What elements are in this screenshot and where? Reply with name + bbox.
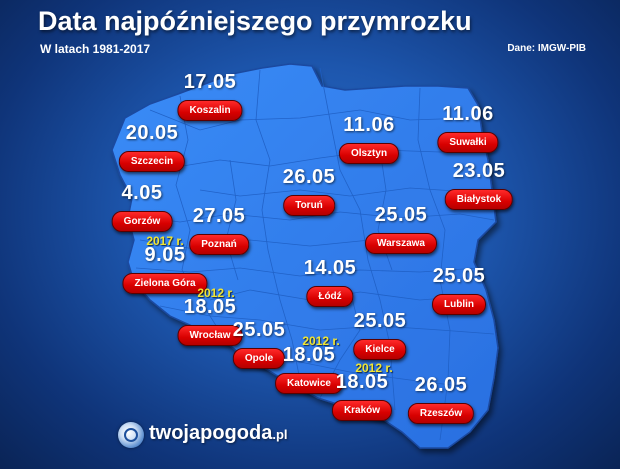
- city-label: Opole: [232, 348, 286, 369]
- frost-date: 26.05: [414, 374, 468, 396]
- data-source: Dane: IMGW-PIB: [507, 43, 586, 54]
- city-label: Warszawa: [365, 233, 437, 254]
- frost-date: 20.05: [125, 122, 179, 144]
- frost-date: 23.05: [452, 160, 506, 182]
- frost-date: 17.05: [183, 71, 237, 93]
- frost-date: 18.05: [335, 371, 389, 393]
- city-label: Zielona Góra: [122, 273, 208, 294]
- city-label: Toruń: [283, 195, 335, 216]
- logo-tld: .pl: [272, 427, 288, 442]
- page-title: Data najpóźniejszego przymrozku: [38, 6, 472, 36]
- frost-date: 25.05: [374, 204, 428, 226]
- city-label: Katowice: [275, 373, 343, 394]
- frost-date: 25.05: [432, 265, 486, 287]
- frost-date: 14.05: [303, 257, 357, 279]
- city-label: Łódź: [306, 286, 354, 307]
- city-label: Koszalin: [177, 100, 243, 121]
- frost-year: 2012 r.: [197, 286, 235, 300]
- frost-date: 11.06: [442, 103, 494, 125]
- city-label: Lublin: [432, 294, 486, 315]
- frost-date: 25.05: [232, 319, 286, 341]
- city-label: Rzeszów: [407, 403, 475, 424]
- city-label: Kielce: [353, 339, 407, 360]
- frost-year: 2017 r.: [146, 234, 184, 248]
- logo-name: twojapogoda: [149, 422, 273, 444]
- frost-year: 2012 r.: [355, 361, 393, 375]
- frost-date: 25.05: [353, 310, 407, 332]
- city-label: Wrocław: [177, 325, 243, 346]
- city-label: Białystok: [444, 189, 514, 210]
- twojapogoda-logo-icon: [118, 422, 144, 448]
- frost-date: 4.05: [121, 182, 163, 204]
- city-label: Olsztyn: [338, 143, 400, 164]
- frost-date: 27.05: [192, 205, 246, 227]
- page-subtitle: W latach 1981-2017: [40, 42, 151, 56]
- frost-date: 18.05: [282, 344, 336, 366]
- frost-year: 2012 r.: [302, 334, 340, 348]
- city-label: Kraków: [331, 400, 393, 421]
- frost-date: 11.06: [343, 114, 395, 136]
- frost-date: 9.05: [144, 244, 186, 266]
- city-label: Szczecin: [118, 151, 186, 172]
- city-label: Suwałki: [437, 132, 499, 153]
- city-label: Gorzów: [111, 211, 173, 232]
- frost-date: 26.05: [282, 166, 336, 188]
- city-label: Poznań: [189, 234, 249, 255]
- frost-date: 18.05: [183, 296, 237, 318]
